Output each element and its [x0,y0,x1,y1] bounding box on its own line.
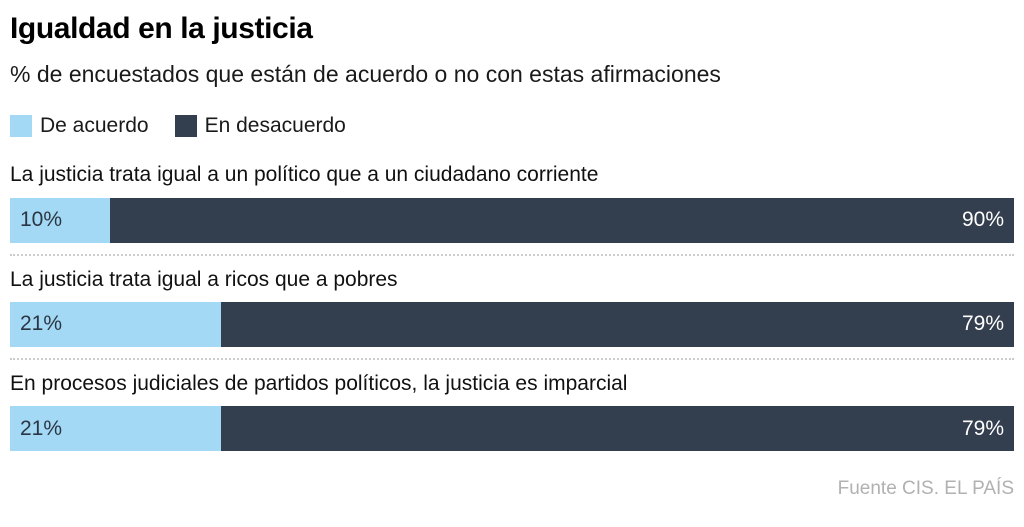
agree-value-label: 21% [20,416,63,440]
legend-swatch-agree [10,115,32,138]
chart-title: Igualdad en la justicia [10,12,313,45]
chart-row: La justicia trata igual a ricos que a po… [10,267,1014,347]
legend: De acuerdo En desacuerdo [10,114,1014,138]
agree-segment: 10% [10,197,111,243]
chart-row: La justicia trata igual a un político qu… [10,162,1014,243]
legend-item-agree: De acuerdo [10,114,149,138]
agree-value-label: 21% [20,312,63,336]
source-credit: Fuente CIS. EL PAÍS [837,478,1014,499]
chart-row: En procesos judiciales de partidos polít… [10,371,1014,451]
legend-label-disagree: En desacuerdo [204,114,346,138]
agree-segment: 21% [10,406,221,451]
disagree-value-label: 90% [961,208,1004,232]
stacked-bar: 21% 79% [10,406,1014,451]
disagree-segment: 90% [110,197,1014,243]
disagree-value-label: 79% [961,416,1004,440]
chart-subtitle: % de encuestados que están de acuerdo o … [10,61,721,87]
legend-swatch-disagree [174,115,197,138]
row-separator [10,357,1014,360]
statement-label: La justicia trata igual a ricos que a po… [10,267,398,291]
stacked-bar: 10% 90% [10,197,1014,243]
agree-value-label: 10% [20,208,63,232]
disagree-value-label: 79% [961,312,1004,336]
disagree-segment: 79% [220,301,1014,347]
agree-segment: 21% [10,301,221,347]
row-separator [10,253,1014,256]
stacked-bar: 21% 79% [10,301,1014,347]
statement-label: En procesos judiciales de partidos polít… [10,371,628,395]
statement-label: La justicia trata igual a un político qu… [10,163,599,187]
legend-label-agree: De acuerdo [40,114,149,138]
disagree-segment: 79% [220,406,1014,451]
legend-item-disagree: En desacuerdo [174,114,346,138]
